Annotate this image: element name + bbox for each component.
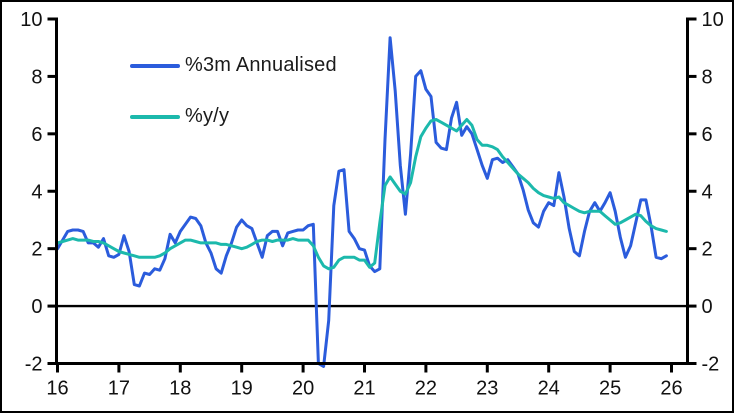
- x-tick-label: 17: [108, 378, 130, 400]
- right-y-tick-label: 2: [702, 239, 713, 261]
- series-line-yoy: [56, 118, 668, 271]
- x-tick-label: 16: [46, 378, 68, 400]
- right-y-tick-label: 8: [702, 66, 713, 88]
- legend-swatch-yoy: [130, 114, 180, 119]
- x-tick-label: 20: [292, 378, 314, 400]
- left-y-tick-label: -2: [25, 354, 43, 376]
- left-y-tick-label: 4: [31, 181, 42, 203]
- left-y-tick-label: 0: [31, 296, 42, 318]
- right-y-tick-label: -2: [702, 354, 720, 376]
- legend-label-3m-annualised: %3m Annualised: [185, 54, 337, 76]
- legend: %3m Annualised %y/y: [130, 54, 337, 128]
- right-y-tick-label: 0: [702, 296, 713, 318]
- legend-item-yoy: %y/y: [130, 105, 337, 128]
- legend-item-3m-annualised: %3m Annualised: [130, 54, 337, 77]
- x-tick-label: 24: [538, 378, 560, 400]
- right-y-tick-label: 4: [702, 181, 713, 203]
- legend-swatch-3m-annualised: [130, 63, 180, 68]
- legend-label-yoy: %y/y: [185, 105, 230, 127]
- x-tick-label: 23: [476, 378, 498, 400]
- left-y-tick-label: 6: [31, 124, 42, 146]
- right-y-tick-label: 10: [702, 9, 724, 31]
- x-tick-label: 25: [599, 378, 621, 400]
- x-tick-label: 22: [415, 378, 437, 400]
- left-y-tick-label: 2: [31, 239, 42, 261]
- left-y-tick-label: 8: [31, 66, 42, 88]
- x-tick-label: 19: [231, 378, 253, 400]
- x-tick-label: 26: [660, 378, 682, 400]
- right-y-tick-label: 6: [702, 124, 713, 146]
- x-tick-label: 21: [353, 378, 375, 400]
- x-tick-label: 18: [169, 378, 191, 400]
- left-y-tick-label: 10: [20, 9, 42, 31]
